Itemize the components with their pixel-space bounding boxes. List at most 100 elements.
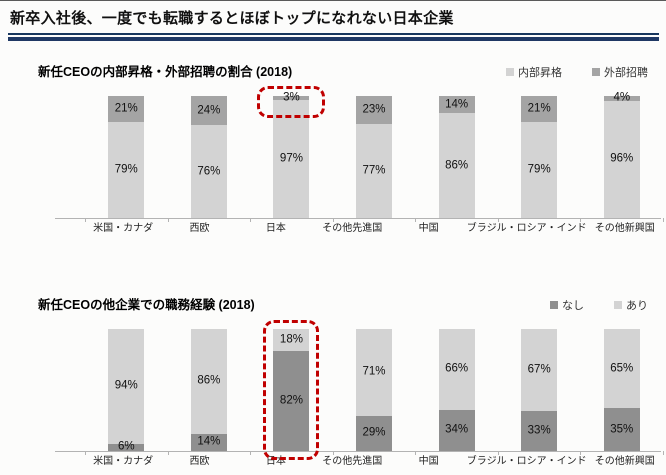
bar-slot: 66% 34% (415, 329, 498, 451)
category-label: 日本 (265, 223, 286, 234)
bar-segment: 94% (108, 329, 145, 444)
bar-segment: 97% (273, 99, 310, 218)
legend: 内部昇格 外部招聘 (506, 64, 648, 80)
legend-label: なし (562, 300, 584, 312)
legend-label: 内部昇格 (518, 67, 562, 79)
axis-tick (663, 451, 664, 455)
bar-slot: 14% 86% (415, 96, 498, 218)
bar-slot: 18% 82% (250, 320, 333, 460)
bar-segment: 82% (273, 350, 310, 451)
bar-segment: 79% (521, 121, 558, 218)
value-label: 86% (197, 374, 221, 387)
value-label: 97% (279, 152, 303, 165)
value-label: 96% (610, 152, 634, 165)
category-label: その他新興国 (594, 456, 655, 467)
value-label: 66% (445, 362, 469, 375)
value-label: 24% (197, 103, 221, 116)
axis-tick (167, 451, 169, 455)
chart-ceo-outside-experience: 新任CEOの他企業での職務経験 (2018) なし あり 94% 6% 86% 14% 1… (0, 288, 666, 475)
bar-segment: 18% (273, 329, 310, 351)
bar-segment: 14% (438, 96, 475, 114)
bar-segment: 66% (438, 329, 475, 410)
value-label: 79% (114, 163, 138, 176)
legend-swatch (506, 68, 514, 76)
value-label: 34% (445, 423, 469, 436)
legend-label: 外部招聘 (604, 67, 648, 79)
value-label: 82% (279, 394, 303, 407)
legend-label: あり (626, 300, 648, 312)
legend-item: 外部招聘 (592, 64, 648, 80)
bar-segment: 14% (190, 433, 227, 451)
category-label: 西欧 (189, 456, 210, 467)
value-label: 77% (362, 164, 386, 177)
stacked-bar: 71% 29% (356, 329, 393, 451)
value-label: 94% (114, 379, 138, 392)
stacked-bar: 4% 96% (603, 92, 640, 218)
category-label: ブラジル・ロシア・インド (466, 223, 587, 234)
plot-area: 94% 6% 86% 14% 18% 82% 71% 29% 66% 34% 67% 33% 65% 35… (85, 320, 663, 460)
stacked-bar: 66% 34% (438, 329, 475, 451)
axis-tick (250, 451, 252, 455)
plot-area: 21% 79% 24% 76% 3% 97% 23% 77% 14% 86% 21% 79% 4% 96% (85, 86, 663, 218)
legend-swatch (550, 301, 558, 309)
stacked-bar: 86% 14% (190, 329, 227, 451)
category-label: 西欧 (189, 223, 210, 234)
category-label: 中国 (418, 456, 439, 467)
legend-swatch (614, 301, 622, 309)
value-label: 33% (527, 424, 551, 437)
bar-segment: 21% (521, 96, 558, 122)
bar-slot: 71% 29% (333, 329, 416, 451)
axis-tick (497, 218, 499, 222)
axis-tick (580, 218, 582, 222)
stacked-bar: 21% 79% (521, 96, 558, 218)
bar-segment: 3% (273, 92, 310, 103)
bar-slot: 21% 79% (498, 96, 581, 218)
legend-item: あり (614, 297, 648, 313)
legend-swatch (592, 68, 600, 76)
bar-segment: 23% (356, 96, 393, 125)
stacked-bar: 94% 6% (108, 329, 145, 452)
category-label: その他先進国 (322, 456, 383, 467)
stacked-bar: 21% 79% (108, 96, 145, 218)
value-label: 3% (283, 91, 300, 104)
bar-segment: 4% (603, 92, 640, 103)
bar-segment: 86% (190, 329, 227, 434)
bar-segment: 35% (603, 408, 640, 451)
category-labels: 米国・カナダ 西欧 日本 その他先進国 中国 ブラジル・ロシア・インド その他新興国 (85, 223, 663, 235)
value-label: 14% (445, 97, 469, 110)
title-underline-thick (8, 37, 659, 41)
axis-tick (85, 218, 86, 222)
value-label: 29% (362, 426, 386, 439)
bar-segment: 71% (356, 329, 393, 416)
legend-item: なし (550, 297, 584, 313)
category-label: その他新興国 (594, 223, 655, 234)
category-labels: 米国・カナダ 西欧 日本 その他先進国 中国 ブラジル・ロシア・インド その他新興国 (85, 456, 663, 468)
stacked-bar: 23% 77% (356, 96, 393, 218)
stacked-bar: 24% 76% (190, 96, 227, 218)
bar-segment: 67% (521, 329, 558, 411)
bar-slot: 67% 33% (498, 329, 581, 451)
bar-segment: 76% (190, 125, 227, 218)
x-axis-line (55, 451, 661, 452)
title-underline-thin (8, 33, 659, 35)
category-label: 日本 (265, 456, 286, 467)
x-axis-ticks (85, 451, 664, 455)
category-label: 米国・カナダ (93, 223, 154, 234)
bar-segment: 96% (603, 100, 640, 218)
category-label: 中国 (418, 223, 439, 234)
axis-tick (332, 451, 334, 455)
category-label: ブラジル・ロシア・インド (466, 456, 587, 467)
axis-tick (580, 451, 582, 455)
value-label: 6% (117, 440, 135, 453)
value-label: 65% (610, 361, 634, 374)
value-label: 21% (527, 102, 551, 115)
x-axis-ticks (85, 218, 664, 222)
bar-segment: 65% (603, 329, 640, 409)
bar-slot: 94% 6% (85, 329, 168, 452)
stacked-bar: 3% 97% (273, 92, 310, 218)
bar-slot: 86% 14% (168, 329, 251, 451)
bar-segment: 77% (356, 124, 393, 218)
value-label: 86% (445, 158, 469, 171)
bar-segment: 21% (108, 96, 145, 122)
